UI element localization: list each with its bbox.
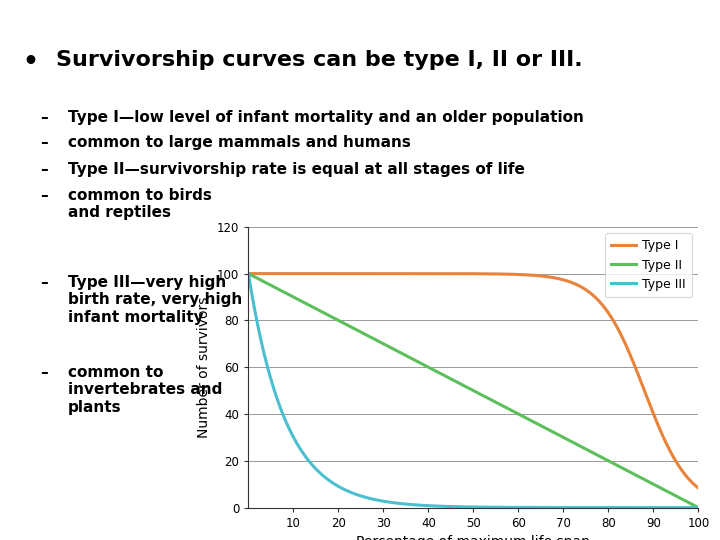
Text: Type I—low level of infant mortality and an older population: Type I—low level of infant mortality and… [68,110,584,125]
Text: –: – [40,275,48,290]
Text: –: – [40,162,48,177]
Type III [442,503,451,510]
Type III [603,504,612,511]
Type II [553,431,562,437]
Type II [290,294,299,301]
X-axis label: Percentage of maximum life span: Percentage of maximum life span [356,535,590,540]
Type I [595,298,603,305]
Type I [290,271,299,277]
Line: Type II: Type II [248,274,698,508]
Text: Type III—very high
birth rate, very high
infant mortality: Type III—very high birth rate, very high… [68,275,242,325]
Text: –: – [40,135,48,150]
Type II [595,453,603,460]
Type III [595,504,603,511]
Y-axis label: Number of survivors: Number of survivors [197,296,212,438]
Type II [603,457,612,463]
Line: Type III: Type III [248,274,698,508]
Type I [244,271,253,277]
Line: Type I: Type I [248,274,698,488]
Type III [694,504,703,511]
Type II [426,365,435,372]
Type I [442,271,451,277]
Type I [553,275,562,282]
Text: –: – [40,110,48,125]
Text: Survivorship curves can be type I, II or III.: Survivorship curves can be type I, II or… [56,50,582,70]
Legend: Type I, Type II, Type III: Type I, Type II, Type III [605,233,692,297]
Type III [290,436,299,442]
Text: common to
invertebrates and
plants: common to invertebrates and plants [68,365,222,415]
Type II [442,374,451,380]
Type I [694,485,703,491]
Type I [603,308,612,315]
Type I [426,271,435,277]
Text: •: • [22,50,38,74]
Type II [694,504,703,511]
Text: common to large mammals and humans: common to large mammals and humans [68,135,411,150]
Type II [244,271,253,277]
Text: common to birds
and reptiles: common to birds and reptiles [68,188,212,220]
Type III [244,271,253,277]
Text: –: – [40,365,48,380]
Text: Type II—survivorship rate is equal at all stages of life: Type II—survivorship rate is equal at al… [68,162,525,177]
Type III [553,504,562,511]
Text: –: – [40,188,48,203]
Type III [426,503,435,509]
